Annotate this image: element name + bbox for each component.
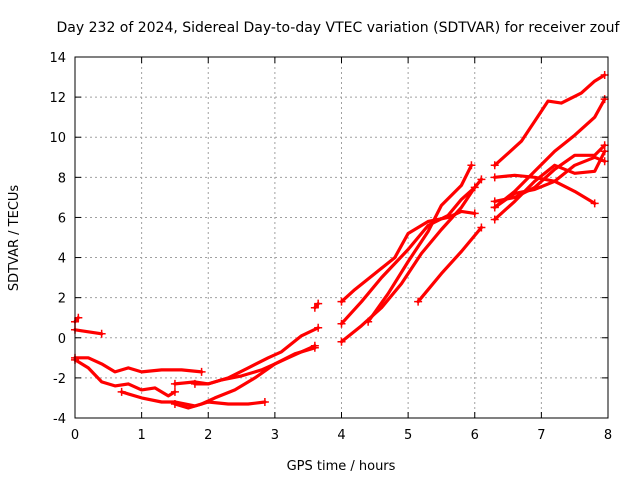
chart-title: Day 232 of 2024, Sidereal Day-to-day VTE… [57,20,621,36]
y-tick-label: 14 [49,51,66,66]
series-point-marker [490,215,499,224]
x-tick-label: 3 [271,428,279,443]
y-tick-label: 2 [58,292,66,307]
series-point-marker [117,387,126,396]
series-point-marker [74,313,83,322]
series-line-track-5 [119,390,267,408]
series-point-marker [337,297,346,306]
series-point-marker [170,387,179,396]
y-axis-label: SDTVAR / TECUs [7,185,22,292]
series-line-track-4 [73,358,177,398]
series-point-marker [310,341,319,350]
series-point-marker [477,175,486,184]
series-point-marker [414,297,423,306]
series-line-track-12 [339,185,477,344]
x-tick-label: 7 [537,428,545,443]
series-point-marker [97,329,106,338]
x-tick-label: 0 [71,428,79,443]
series-line-track-3 [73,356,204,374]
series-point-marker [600,157,609,166]
series-point-marker [190,379,199,388]
series-point-marker [364,317,373,326]
series-line-track-1 [73,328,104,336]
series-point-marker [590,199,599,208]
x-tick-label: 6 [471,428,479,443]
series-point-marker [337,337,346,346]
x-tick-label: 8 [604,428,612,443]
series-point-marker [470,209,479,218]
series-point-marker [314,323,323,332]
x-axis-label: GPS time / hours [287,459,396,474]
series-point-marker [310,303,319,312]
series-line-track-14 [416,225,483,304]
series-point-marker [490,161,499,170]
x-tick-label: 4 [337,428,345,443]
series-point-marker [260,397,269,406]
series-point-marker [600,141,609,150]
series-point-marker [477,223,486,232]
series-point-marker [170,399,179,408]
y-tick-label: 4 [58,252,66,267]
series-point-marker [337,319,346,328]
y-tick-label: 10 [49,131,66,146]
series-point-marker [600,95,609,104]
series-line-track-19 [493,143,607,203]
series-group [71,71,609,410]
series-point-marker [600,71,609,80]
series-point-marker [314,299,323,308]
series-line-track-13 [366,163,473,324]
y-tick-label: -2 [53,372,66,387]
series-line-track-8 [193,344,317,386]
grid [75,57,608,418]
series-point-marker [467,161,476,170]
series-point-marker [490,197,499,206]
y-tick-label: 0 [58,332,66,347]
series-point-marker [197,367,206,376]
series-line-track-15 [493,73,607,167]
series-line-track-16 [493,149,607,221]
x-tick-label: 2 [204,428,212,443]
y-tick-label: -4 [53,412,66,427]
series-point-marker [490,173,499,182]
series-line-track-18 [493,97,607,209]
series-line-track-20 [493,173,597,205]
y-tick-label: 12 [49,91,66,106]
x-tick-label: 5 [404,428,412,443]
y-tick-label: 6 [58,211,66,226]
y-tick-label: 8 [58,171,66,186]
series-point-marker [170,379,179,388]
series-point-marker [470,183,479,192]
x-tick-label: 1 [137,428,145,443]
